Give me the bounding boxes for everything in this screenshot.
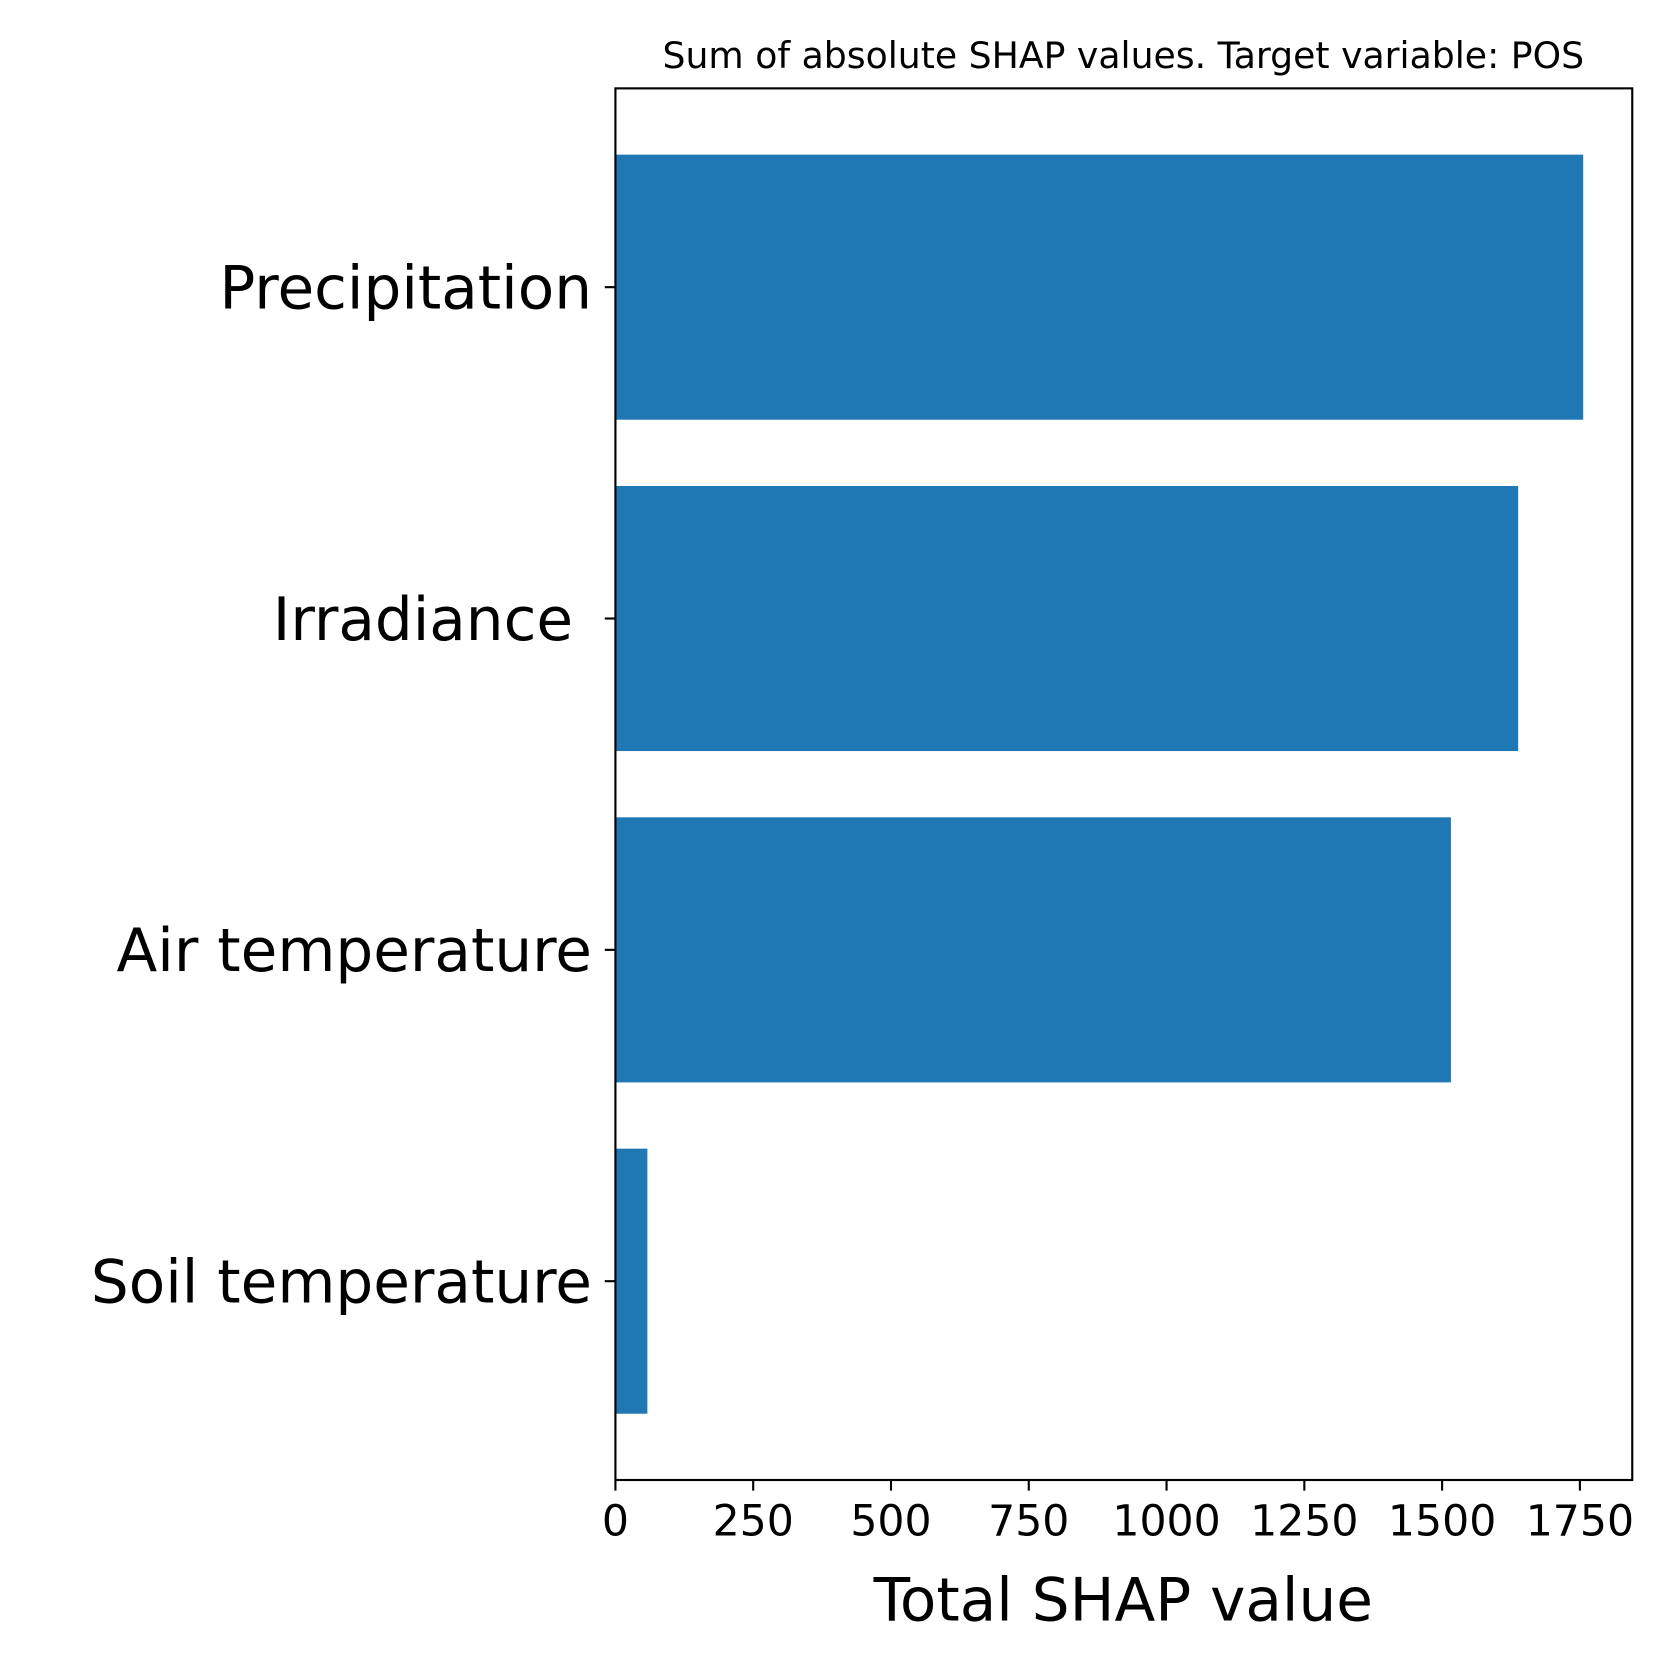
x-tick-label: 0 <box>602 1496 629 1546</box>
x-tick-label: 1000 <box>1112 1496 1220 1546</box>
bar <box>615 1148 648 1414</box>
y-tick-label: Irradiance <box>273 586 592 655</box>
x-tick-label: 750 <box>988 1496 1069 1546</box>
x-tick-label: 1250 <box>1250 1496 1358 1546</box>
x-axis-label: Total SHAP value <box>873 1567 1373 1636</box>
x-tick-label: 250 <box>713 1496 794 1546</box>
plot-frame <box>614 87 1634 1482</box>
x-tick-label: 1750 <box>1526 1496 1634 1546</box>
y-tick-label: Air temperature <box>117 917 592 986</box>
y-tick-label: Precipitation <box>219 254 592 323</box>
bar <box>615 817 1451 1083</box>
x-tick-label: 500 <box>850 1496 931 1546</box>
chart-title: Sum of absolute SHAP values. Target vari… <box>663 34 1585 77</box>
bar <box>615 154 1584 420</box>
y-tick-label: Soil temperature <box>91 1248 592 1317</box>
x-tick-label: 1500 <box>1388 1496 1496 1546</box>
bar <box>615 485 1519 752</box>
